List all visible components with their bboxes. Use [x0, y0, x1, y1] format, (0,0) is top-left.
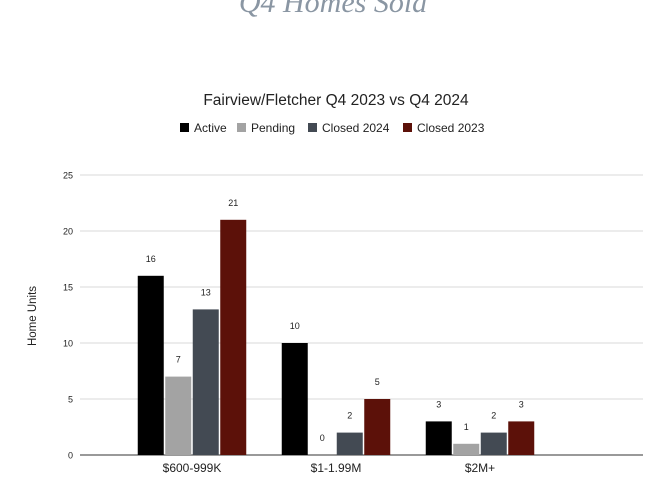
y-tick-label: 25 [63, 171, 73, 181]
x-tick-label: $2M+ [465, 461, 495, 475]
bar-value-label: 13 [201, 287, 211, 297]
legend: Active Pending Closed 2024 Closed 2023 [180, 121, 485, 135]
bar-value-label: 1 [464, 422, 469, 432]
legend-swatch-3 [308, 123, 317, 132]
bar [220, 219, 247, 455]
chart-title: Fairview/Fletcher Q4 2023 vs Q4 2024 [203, 92, 469, 109]
bar [165, 376, 192, 455]
bar [137, 275, 164, 455]
bar-value-label: 2 [491, 411, 496, 421]
y-axis-label: Home Units [27, 286, 39, 346]
y-tick-label: 20 [63, 227, 73, 237]
gridlines [80, 174, 643, 456]
bar-value-label: 3 [436, 399, 441, 409]
legend-swatch-2 [237, 123, 246, 132]
bar-value-labels: 16 7 13 21 10 0 2 5 3 1 2 3 [146, 198, 524, 443]
bar [508, 421, 535, 455]
legend-swatch-4 [403, 123, 412, 132]
y-tick-label: 5 [68, 395, 73, 405]
bar-value-label: 21 [228, 198, 238, 208]
bar-value-label: 16 [146, 254, 156, 264]
bar-value-label: 10 [290, 321, 300, 331]
x-axis-ticks: $600-999K $1-1.99M $2M+ [163, 461, 496, 475]
legend-label-3: Closed 2024 [322, 121, 390, 135]
page-heading: Q4 Homes Sold [238, 0, 428, 19]
y-tick-label: 10 [63, 339, 73, 349]
bar [425, 421, 452, 455]
y-tick-label: 15 [63, 283, 73, 293]
x-tick-label: $600-999K [163, 461, 222, 475]
bar-value-label: 7 [176, 355, 181, 365]
bar [281, 343, 308, 455]
legend-label-4: Closed 2023 [417, 121, 485, 135]
bar-value-label: 5 [375, 377, 380, 387]
bars [137, 219, 535, 455]
bar [453, 443, 480, 455]
bar [192, 309, 219, 455]
y-tick-label: 0 [68, 451, 73, 461]
bar [480, 432, 507, 455]
legend-swatch-1 [180, 123, 189, 132]
legend-label-2: Pending [251, 121, 295, 135]
y-axis-ticks: 0 5 10 15 20 25 [63, 171, 73, 461]
legend-label-1: Active [194, 121, 227, 135]
bar-value-label: 2 [347, 411, 352, 421]
bar-value-label: 0 [320, 433, 325, 443]
x-tick-label: $1-1.99M [311, 461, 362, 475]
bar [336, 432, 363, 455]
bar [364, 399, 391, 455]
bar-value-label: 3 [519, 399, 524, 409]
